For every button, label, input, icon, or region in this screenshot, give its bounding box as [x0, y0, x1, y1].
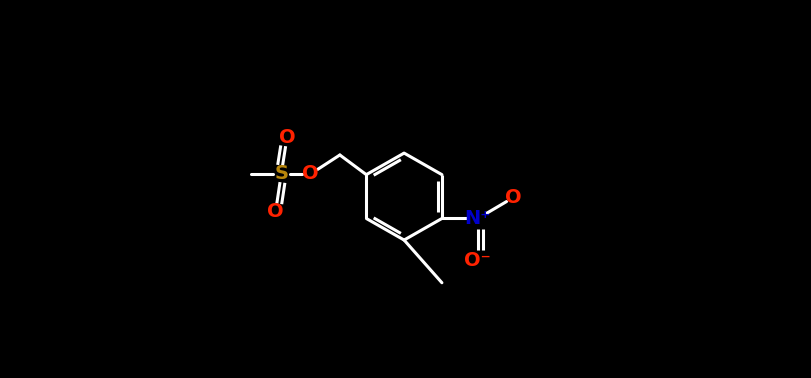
Text: S: S: [274, 164, 288, 183]
Text: O: O: [278, 129, 295, 147]
Text: O: O: [267, 202, 284, 221]
Text: O: O: [302, 164, 319, 183]
Text: N⁺: N⁺: [464, 209, 491, 228]
Text: O: O: [504, 188, 521, 207]
Text: O⁻: O⁻: [464, 251, 491, 270]
